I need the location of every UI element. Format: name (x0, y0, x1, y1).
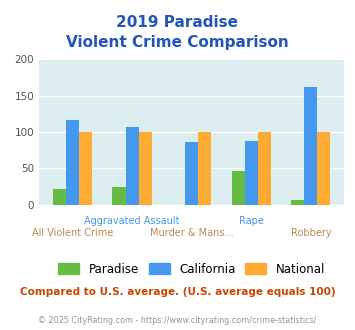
Text: Robbery: Robbery (290, 228, 331, 238)
Bar (53, 189, 66, 205)
Bar (79, 132, 92, 205)
Bar (245, 142, 258, 205)
Text: © 2025 CityRating.com - https://www.cityrating.com/crime-statistics/: © 2025 CityRating.com - https://www.city… (38, 315, 317, 325)
Bar (185, 142, 198, 205)
Bar (231, 171, 245, 205)
Bar (66, 120, 79, 205)
Text: 2019 Paradise: 2019 Paradise (116, 15, 239, 30)
Text: Compared to U.S. average. (U.S. average equals 100): Compared to U.S. average. (U.S. average … (20, 287, 335, 297)
Text: All Violent Crime: All Violent Crime (32, 228, 113, 238)
Bar (139, 132, 152, 205)
Bar (304, 87, 317, 205)
Bar (258, 132, 271, 205)
Text: Violent Crime Comparison: Violent Crime Comparison (66, 35, 289, 50)
Bar (126, 127, 139, 205)
Legend: Paradise, California, National: Paradise, California, National (58, 263, 325, 276)
Bar (317, 132, 331, 205)
Text: Aggravated Assault: Aggravated Assault (84, 216, 180, 226)
Text: Rape: Rape (239, 216, 264, 226)
Bar (113, 187, 126, 205)
Bar (291, 200, 304, 205)
Bar (198, 132, 211, 205)
Text: Murder & Mans...: Murder & Mans... (150, 228, 234, 238)
